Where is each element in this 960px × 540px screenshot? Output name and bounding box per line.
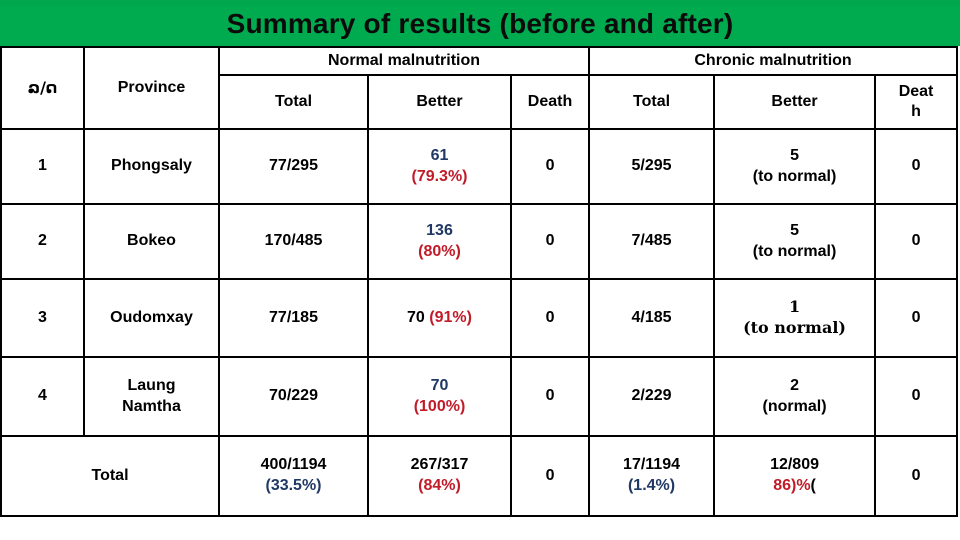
chronic-better-note: (normal) — [762, 397, 827, 415]
cell-no: 4 — [0, 356, 85, 437]
normal-better-pct: (84%) — [418, 477, 461, 494]
normal-better-pct: (80%) — [418, 242, 461, 260]
cell-normal-death: 0 — [509, 278, 591, 358]
chronic-better-pct: 86)% — [773, 477, 811, 494]
cell-normal-total: 170/485 — [218, 203, 369, 280]
group-header-normal-malnutrition: Normal malnutrition — [217, 46, 591, 76]
chronic-better-pct-line: 86)%( — [718, 476, 871, 497]
normal-better-value: 70 — [430, 376, 449, 394]
cell-normal-death: 0 — [509, 356, 591, 437]
cell-normal-total: 77/185 — [218, 278, 369, 358]
chronic-better-pct-suffix: ( — [810, 477, 816, 494]
table-row-laung-namtha: 4 Laung Namtha 70/229 70 (100%) 0 2/229 … — [0, 356, 959, 437]
chronic-total-value: 17/1194 — [623, 456, 680, 474]
table-row-oudomxay: 3 Oudomxay 77/185 70 (91%) 0 4/185 1 (to… — [0, 278, 959, 358]
cell-chronic-total: 5/295 — [588, 128, 716, 205]
cell-province: Phongsaly — [83, 128, 220, 205]
group-header-chronic-malnutrition: Chronic malnutrition — [588, 46, 959, 76]
col-header-chronic-death-label: Death — [898, 82, 934, 120]
col-header-no: ລ/ດ — [0, 46, 85, 130]
cell-chronic-better: 5 (to normal) — [713, 203, 877, 280]
col-header-chronic-better: Better — [713, 74, 877, 130]
cell-chronic-better: 1 (to normal) — [713, 278, 877, 358]
cell-no: 1 — [0, 128, 85, 205]
cell-normal-better: 70 (100%) — [367, 356, 512, 437]
cell-normal-death: 0 — [509, 435, 591, 517]
cell-normal-death: 0 — [509, 128, 591, 205]
total-row-label: Total — [0, 435, 220, 517]
chronic-better-note: (to normal) — [752, 242, 837, 260]
chronic-better-note: (to normal) — [743, 318, 846, 337]
cell-chronic-total: 2/229 — [588, 356, 716, 437]
cell-chronic-death: 0 — [874, 128, 959, 205]
chronic-better-value: 2 — [790, 376, 799, 394]
results-table: ລ/ດ Province Normal malnutrition Chronic… — [0, 46, 959, 517]
cell-chronic-better: 2 (normal) — [713, 356, 877, 437]
normal-total-value: 400/1194 — [260, 456, 327, 474]
chronic-total-pct: (1.4%) — [627, 477, 676, 494]
province-label: Laung Namtha — [122, 376, 181, 415]
normal-better-value: 136 — [426, 221, 453, 239]
cell-chronic-better: 5 (to normal) — [713, 128, 877, 205]
cell-normal-death: 0 — [509, 203, 591, 280]
normal-better-value: 70 — [407, 308, 430, 326]
normal-better-value: 61 — [430, 146, 449, 164]
table-row-total: Total 400/1194 (33.5%) 267/317 (84%) 0 1… — [0, 435, 959, 517]
cell-province: Oudomxay — [83, 278, 220, 358]
chronic-better-note: (to normal) — [752, 167, 837, 185]
cell-chronic-death: 0 — [874, 435, 959, 517]
table-row-phongsaly: 1 Phongsaly 77/295 61 (79.3%) 0 5/295 5 … — [0, 128, 959, 205]
page-title: Summary of results (before and after) — [226, 8, 734, 39]
chronic-better-value: 5 — [790, 221, 799, 239]
col-header-chronic-death: Death — [874, 74, 959, 130]
cell-province: Bokeo — [83, 203, 220, 280]
normal-better-value: 267/317 — [410, 456, 469, 474]
chronic-better-value: 1 — [788, 297, 801, 317]
normal-better-pct: (100%) — [413, 397, 466, 415]
cell-normal-better: 61 (79.3%) — [367, 128, 512, 205]
cell-normal-better: 267/317 (84%) — [367, 435, 512, 517]
cell-normal-total: 70/229 — [218, 356, 369, 437]
cell-normal-better: 70 (91%) — [367, 278, 512, 358]
slide-title-banner: Summary of results (before and after) — [0, 0, 960, 46]
cell-no: 3 — [0, 278, 85, 358]
normal-total-pct: (33.5%) — [265, 477, 322, 494]
cell-chronic-death: 0 — [874, 203, 959, 280]
cell-chronic-total: 4/185 — [588, 278, 716, 358]
col-header-normal-death: Death — [509, 74, 591, 130]
col-header-province: Province — [83, 46, 220, 130]
cell-chronic-total: 7/485 — [588, 203, 716, 280]
normal-better-pct: (91%) — [429, 308, 472, 326]
chronic-better-value: 12/809 — [770, 456, 819, 474]
cell-chronic-death: 0 — [874, 278, 959, 358]
cell-normal-total: 400/1194 (33.5%) — [218, 435, 369, 517]
normal-better-pct: (79.3%) — [411, 167, 468, 185]
cell-normal-better: 136 (80%) — [367, 203, 512, 280]
cell-province: Laung Namtha — [83, 356, 220, 437]
cell-chronic-death: 0 — [874, 356, 959, 437]
cell-chronic-better: 12/809 86)%( — [713, 435, 877, 517]
table-row-bokeo: 2 Bokeo 170/485 136 (80%) 0 7/485 5 (to … — [0, 203, 959, 280]
cell-chronic-total: 17/1194 (1.4%) — [588, 435, 716, 517]
col-header-normal-better: Better — [367, 74, 512, 130]
cell-no: 2 — [0, 203, 85, 280]
col-header-normal-total: Total — [218, 74, 369, 130]
col-header-chronic-total: Total — [588, 74, 716, 130]
chronic-better-value: 5 — [790, 146, 799, 164]
cell-normal-total: 77/295 — [218, 128, 369, 205]
